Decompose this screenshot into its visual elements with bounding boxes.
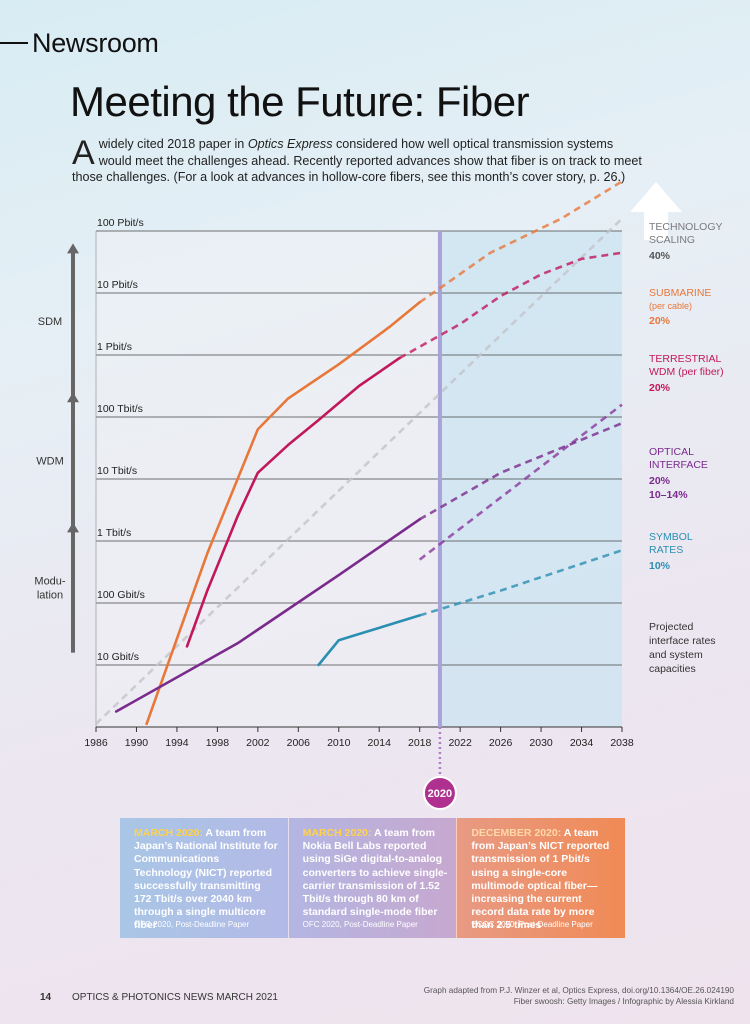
scale-arrow-label: WDM bbox=[36, 455, 64, 467]
projection-note: and system bbox=[649, 649, 703, 661]
journal-name: Optics Express bbox=[247, 137, 333, 151]
series-label: (per cable) bbox=[649, 301, 692, 311]
y-tick-label: 10 Tbit/s bbox=[97, 465, 137, 477]
series-projection bbox=[419, 549, 623, 617]
series-line bbox=[185, 356, 401, 648]
x-tick-label: 2002 bbox=[246, 737, 270, 749]
x-tick-label: 1998 bbox=[206, 737, 230, 749]
series-rate: 20% bbox=[649, 475, 671, 487]
scale-arrow-label: lation bbox=[37, 590, 63, 602]
section-label: Newsroom bbox=[32, 28, 159, 58]
footer-publication: OPTICS & PHOTONICS NEWS MARCH 2021 bbox=[72, 992, 278, 1003]
series-label: TECHNOLOGY bbox=[649, 221, 723, 233]
x-tick-label: 2018 bbox=[408, 737, 432, 749]
x-tick-label: 2006 bbox=[287, 737, 311, 749]
year-marker-label: 2020 bbox=[428, 788, 452, 800]
series-rate: 10% bbox=[649, 560, 671, 572]
drop-cap: A bbox=[72, 134, 95, 172]
y-tick-label: 100 Gbit/s bbox=[97, 589, 145, 601]
card-source: OFC 2020, Post-Deadline Paper bbox=[302, 919, 418, 929]
y-tick-label: 10 Pbit/s bbox=[97, 279, 138, 291]
scale-arrow-label: SDM bbox=[38, 316, 62, 328]
y-tick-label: 100 Tbit/s bbox=[97, 403, 143, 415]
x-tick-label: 2026 bbox=[489, 737, 513, 749]
milestone-cards: MARCH 2020: A team from Japan’s National… bbox=[120, 818, 626, 938]
x-tick-label: 2010 bbox=[327, 737, 351, 749]
series-projection bbox=[419, 421, 623, 521]
series-label: OPTICAL bbox=[649, 446, 694, 458]
credit-line: Graph adapted from P.J. Winzer et al, Op… bbox=[423, 986, 734, 995]
series-label: INTERFACE bbox=[649, 459, 708, 471]
card-date: MARCH 2020: bbox=[302, 827, 372, 839]
x-tick-label: 2014 bbox=[368, 737, 392, 749]
y-tick-label: 1 Tbit/s bbox=[97, 527, 131, 539]
series-label: SCALING bbox=[649, 234, 695, 246]
series-label: SUBMARINE bbox=[649, 287, 711, 299]
y-tick-label: 10 Gbit/s bbox=[97, 651, 139, 663]
scale-arrow-head bbox=[67, 522, 79, 533]
card-source: ECOC 2020, Post-Deadline Paper bbox=[471, 919, 593, 929]
series-rate: 10–14% bbox=[649, 489, 688, 501]
y-tick-label: 100 Pbit/s bbox=[97, 217, 144, 229]
projection-note: interface rates bbox=[649, 635, 716, 647]
series-rate: 20% bbox=[649, 315, 671, 327]
series-projection bbox=[95, 217, 623, 725]
scale-arrow-label: Modu- bbox=[34, 576, 66, 588]
intro-text-2: considered how well optical transmission… bbox=[72, 137, 642, 184]
projection-note: Projected bbox=[649, 621, 694, 633]
milestone-card: MARCH 2020: A team from Japan’s National… bbox=[120, 818, 288, 938]
series-rate: 20% bbox=[649, 382, 671, 394]
card-text: A team from Nokia Bell Labs reported usi… bbox=[302, 827, 448, 919]
credit-block: Graph adapted from P.J. Winzer et al, Op… bbox=[424, 985, 734, 1007]
series-label: WDM (per fiber) bbox=[649, 366, 724, 378]
x-tick-label: 2034 bbox=[570, 737, 594, 749]
card-text: A team from Japan’s NICT reported transm… bbox=[471, 827, 610, 932]
x-tick-label: 1994 bbox=[165, 737, 189, 749]
section-dash bbox=[0, 41, 28, 44]
section-header: Newsroom bbox=[0, 28, 159, 59]
x-tick-label: 2030 bbox=[529, 737, 553, 749]
scale-arrow-head bbox=[67, 392, 79, 403]
series-projection bbox=[418, 403, 623, 561]
credit-line: Fiber swoosh: Getty Images / Infographic… bbox=[513, 997, 734, 1006]
series-rate: 40% bbox=[649, 250, 671, 262]
card-text: A team from Japan’s National Institute f… bbox=[134, 827, 278, 932]
series-label: SYMBOL bbox=[649, 531, 693, 543]
milestone-card: DECEMBER 2020: A team from Japan’s NICT … bbox=[456, 818, 626, 938]
series-line bbox=[317, 614, 421, 667]
intro-paragraph: A widely cited 2018 paper in Optics Expr… bbox=[72, 136, 647, 186]
scale-arrow-head bbox=[67, 243, 79, 254]
card-source: OFC 2020, Post-Deadline Paper bbox=[134, 919, 250, 929]
y-tick-label: 1 Pbit/s bbox=[97, 341, 132, 353]
series-projection bbox=[418, 180, 623, 304]
x-tick-label: 1990 bbox=[125, 737, 149, 749]
x-tick-label: 2022 bbox=[448, 737, 472, 749]
card-date: MARCH 2020: bbox=[134, 827, 203, 839]
x-tick-label: 2038 bbox=[610, 737, 634, 749]
series-label: TERRESTRIAL bbox=[649, 353, 722, 365]
series-label: RATES bbox=[649, 544, 683, 556]
intro-text-1: widely cited 2018 paper in bbox=[98, 137, 248, 151]
page-number: 14 bbox=[40, 992, 52, 1003]
milestone-card: MARCH 2020: A team from Nokia Bell Labs … bbox=[287, 818, 457, 938]
scaling-arrow-head bbox=[630, 182, 682, 240]
year-marker-badge bbox=[422, 776, 457, 810]
series-line bbox=[145, 301, 421, 726]
projection-note: capacities bbox=[649, 663, 696, 675]
series-line bbox=[114, 518, 421, 713]
page-title: Meeting the Future: Fiber bbox=[70, 78, 530, 125]
x-tick-label: 1986 bbox=[84, 737, 108, 749]
card-date: DECEMBER 2020: bbox=[471, 827, 562, 839]
